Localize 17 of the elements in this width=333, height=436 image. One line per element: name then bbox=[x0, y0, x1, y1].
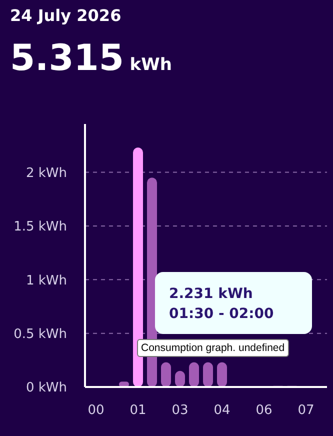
x-tick-label: 04 bbox=[214, 403, 230, 418]
y-tick-label: 2 kWh bbox=[26, 166, 67, 181]
x-tick-label: 07 bbox=[298, 403, 314, 418]
y-tick-label: 0.5 kWh bbox=[14, 326, 67, 342]
hover-tooltip: Consumption graph. undefined bbox=[137, 339, 289, 357]
y-tick-label: 0 kWh bbox=[26, 380, 67, 396]
tooltip-card: 2.231 kWh 01:30 - 02:00 bbox=[155, 272, 312, 334]
chart-subtitle: 5.315 kWh bbox=[10, 38, 172, 79]
y-tick-label: 1 kWh bbox=[26, 273, 67, 288]
x-tick-label: 03 bbox=[172, 403, 188, 418]
x-tick-label: 06 bbox=[256, 403, 272, 418]
annotation: 2.231 kWh bbox=[169, 285, 254, 304]
annotation: 01:30 - 02:00 bbox=[169, 305, 275, 324]
y-tick-label: 1.5 kWh bbox=[14, 220, 67, 235]
x-tick-label: 01 bbox=[130, 403, 146, 418]
chart-title: 24 July 2026 bbox=[10, 6, 122, 25]
x-tick-label: 00 bbox=[88, 403, 104, 418]
